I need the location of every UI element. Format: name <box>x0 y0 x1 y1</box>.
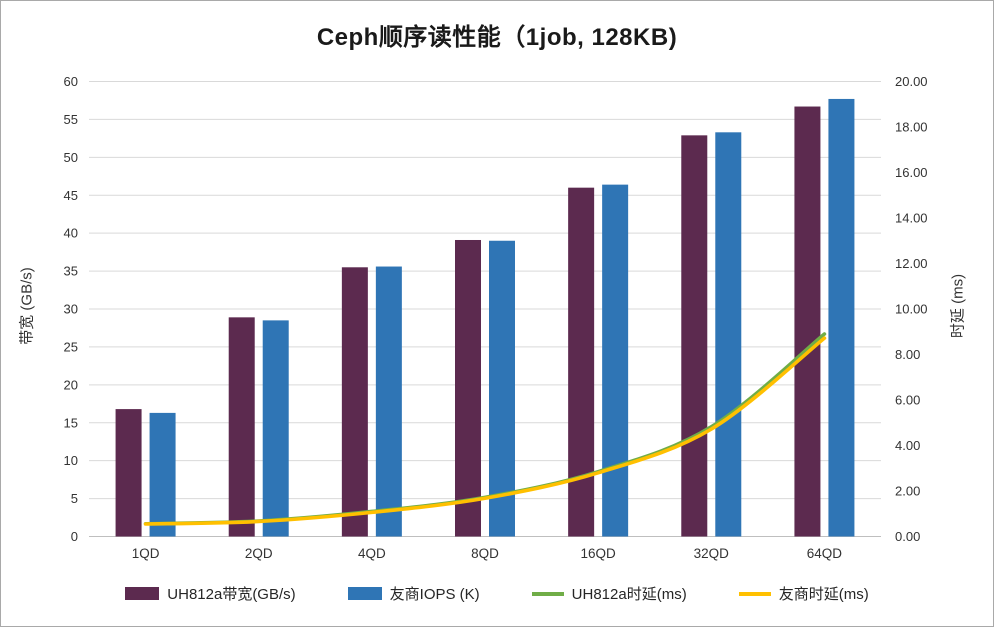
right-axis-tick-label: 20.00 <box>895 74 928 89</box>
right-axis-tick-label: 0.00 <box>895 529 920 544</box>
legend-label: UH812a时延(ms) <box>571 586 687 603</box>
bar <box>341 267 368 537</box>
legend-bar-swatch <box>125 587 160 600</box>
left-axis-tick-label: 30 <box>64 302 78 317</box>
bar <box>262 320 289 537</box>
bar <box>489 240 515 537</box>
left-axis-tick-label: 15 <box>64 415 78 430</box>
right-axis-tick-label: 4.00 <box>895 438 920 453</box>
left-axis-tick-label: 20 <box>64 377 78 392</box>
bar <box>149 412 176 537</box>
legend: UH812a带宽(GB/s) 友商IOPS (K) UH812a时延(ms) 友商时延… <box>1 583 993 604</box>
legend-label: UH812a带宽(GB/s) <box>167 586 296 603</box>
left-axis-tick-label: 5 <box>71 491 78 506</box>
legend-line-swatch <box>738 591 771 596</box>
right-axis-tick-label: 8.00 <box>895 347 920 362</box>
left-axis-tick-label: 0 <box>71 529 78 544</box>
legend-item-4: 友商时延(ms) <box>738 583 869 604</box>
legend-label: 友商IOPS (K) <box>389 586 480 603</box>
plot-area: 0 5 10 15 20 25 30 35 40 45 50 55 60 0.00 2.00 4.00 6.00… <box>64 74 928 561</box>
left-axis-tick-label: 55 <box>64 112 78 127</box>
right-axis-tick-label: 12.00 <box>895 256 928 271</box>
bar <box>602 184 629 537</box>
bar <box>681 135 708 537</box>
legend-item-1: UH812a带宽(GB/s) <box>125 583 296 604</box>
left-axis-tick-label: 25 <box>64 339 78 354</box>
latency-line <box>143 336 827 526</box>
left-axis-tick-label: 10 <box>64 453 78 468</box>
right-axis-tick-label: 10.00 <box>895 302 928 317</box>
legend-item-2: 友商IOPS (K) <box>347 583 480 604</box>
category-label: 32QD <box>694 546 730 561</box>
right-axis-tick-label: 18.00 <box>895 120 928 135</box>
legend-line-swatch <box>531 591 564 596</box>
legend-label: 友商时延(ms) <box>778 586 869 603</box>
left-axis-tick-label: 35 <box>64 264 78 279</box>
left-axis-tick-label: 60 <box>64 74 78 89</box>
left-axis-tick-label: 50 <box>64 150 78 165</box>
bar <box>715 132 742 537</box>
bar <box>794 106 821 537</box>
category-label: 16QD <box>581 546 617 561</box>
right-axis-tick-label: 16.00 <box>895 165 928 180</box>
category-label: 2QD <box>245 546 273 561</box>
right-axis-tick-label: 14.00 <box>895 211 928 226</box>
right-axis-tick-label: 6.00 <box>895 393 920 408</box>
bar <box>115 409 142 537</box>
category-label: 64QD <box>807 546 843 561</box>
legend-bar-swatch <box>347 587 382 600</box>
bar <box>828 98 855 537</box>
chart-title: Ceph顺序读性能（1job, 128KB) <box>316 24 678 51</box>
left-axis-tick-label: 40 <box>64 226 78 241</box>
category-label: 1QD <box>132 546 160 561</box>
left-axis-tick-label: 45 <box>64 188 78 203</box>
bar <box>455 239 481 537</box>
category-label: 8QD <box>471 546 499 561</box>
bar <box>228 317 255 537</box>
bar <box>568 187 595 537</box>
bar <box>375 266 402 537</box>
category-label: 4QD <box>358 546 386 561</box>
right-axis-tick-label: 2.00 <box>895 484 920 499</box>
legend-item-3: UH812a时延(ms) <box>531 583 687 604</box>
